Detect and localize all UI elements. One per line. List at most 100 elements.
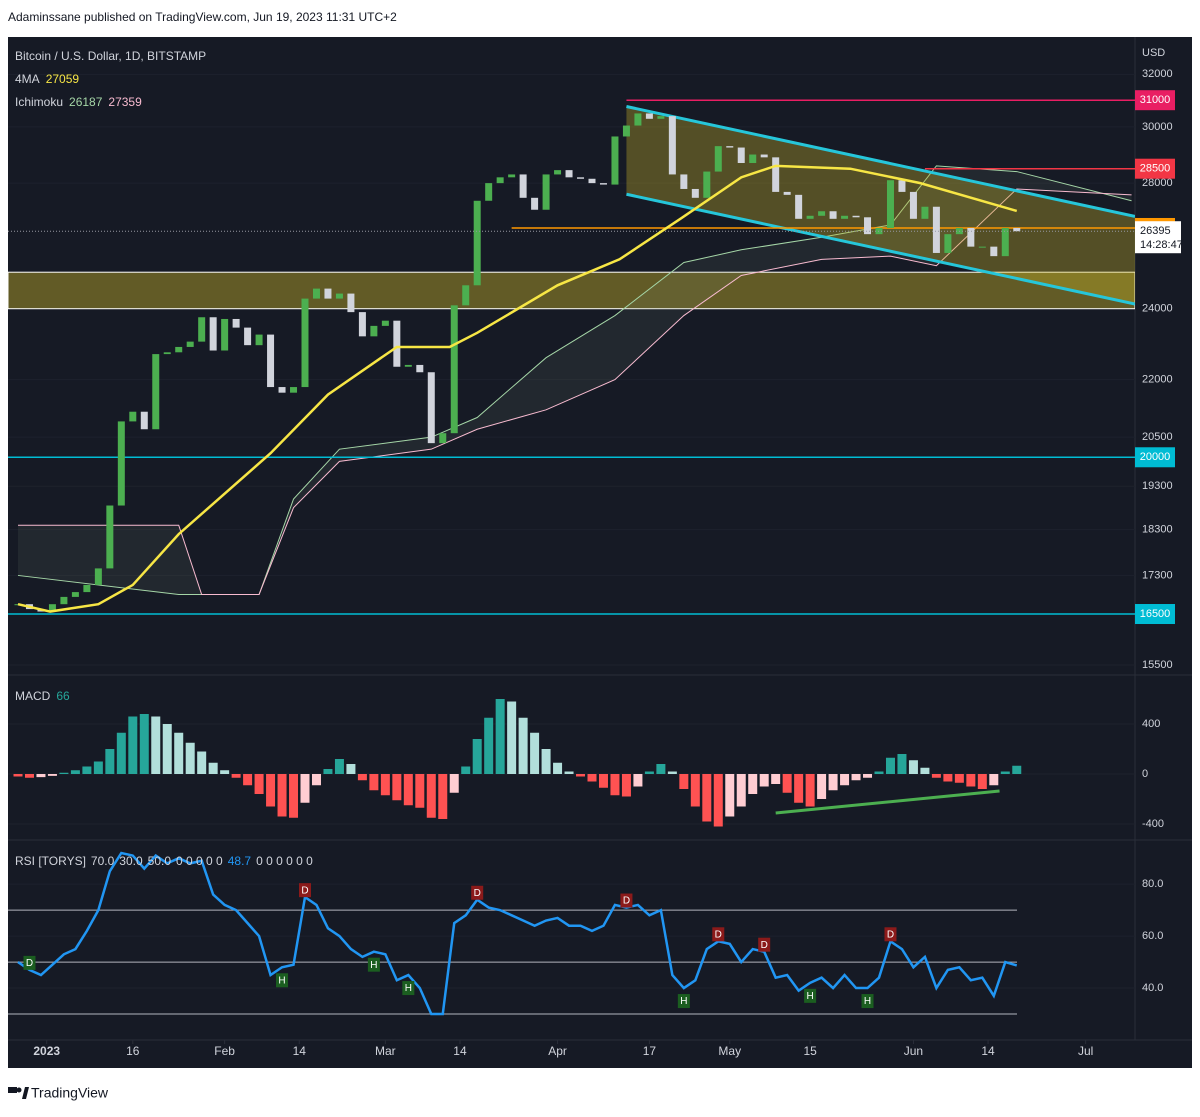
x-tick-label: 14: [293, 1044, 307, 1058]
candle: [324, 288, 332, 299]
candle: [117, 421, 125, 506]
y-tick-label: 400: [1142, 718, 1160, 730]
macd-bar: [530, 732, 540, 774]
price-tag: [1135, 221, 1181, 254]
candle: [611, 136, 619, 185]
chart-title: Bitcoin / U.S. Dollar, 1D, BITSTAMP: [15, 49, 206, 63]
rsi-signal: [861, 994, 874, 1009]
y-tick-label: 0: [1142, 768, 1148, 780]
macd-bar: [162, 724, 172, 774]
candle: [577, 177, 585, 179]
rsi-signal: [677, 994, 690, 1009]
candle: [726, 146, 734, 148]
macd-bar: [334, 759, 344, 774]
candle: [864, 217, 872, 235]
macd-bar: [920, 767, 930, 774]
rsi-signal: [402, 981, 415, 996]
rsi-signal-label: D: [301, 885, 308, 896]
ichimoku-cloud: [18, 165, 1132, 595]
candle: [554, 170, 562, 175]
channel-line: [626, 192, 1135, 306]
candle: [496, 177, 504, 184]
y-tick-label: -400: [1142, 818, 1164, 830]
candle: [990, 246, 998, 257]
rsi-signal-label: H: [680, 996, 687, 1007]
macd-bar: [863, 774, 873, 778]
rsi-signal: [367, 957, 380, 972]
ichimoku-name: Ichimoku: [15, 95, 63, 109]
rsi-signal-label: D: [715, 929, 722, 940]
candle: [267, 334, 275, 388]
published-note: Adaminssane published on TradingView.com…: [8, 10, 397, 24]
macd-bar: [782, 774, 792, 793]
candle: [978, 246, 986, 248]
macd-bar: [380, 774, 390, 796]
x-tick-label: 15: [803, 1044, 817, 1058]
rsi-signal-label: D: [623, 896, 630, 907]
macd-bar: [817, 774, 827, 799]
rsi-signal: [299, 883, 311, 898]
rsi-signal-label: D: [761, 940, 768, 951]
macd-bar: [931, 774, 941, 778]
candle: [106, 505, 114, 569]
macd-bar: [702, 774, 712, 822]
macd-bar: [449, 774, 459, 793]
candle: [60, 596, 68, 605]
candle: [175, 346, 183, 353]
candle: [519, 174, 527, 198]
macd-bar: [24, 774, 34, 778]
macd-bar: [885, 757, 895, 774]
rsi-signal-label: H: [405, 983, 412, 994]
x-tick-label: May: [718, 1044, 741, 1058]
price-pane: [8, 73, 1135, 666]
rsi-name: RSI [TORYS]: [15, 854, 86, 868]
candle: [749, 154, 757, 164]
macd-bar: [369, 774, 379, 791]
candle: [83, 584, 91, 593]
rsi-signal: [620, 893, 633, 908]
y-tick-label: 28000: [1142, 177, 1173, 189]
macd-bar: [966, 774, 976, 787]
candle: [795, 194, 803, 219]
rsi-legend: RSI [TORYS] 70.0 30.0 50.0 0 0 0 0 0 48.7 0 0 …: [15, 854, 313, 868]
macd-bar: [828, 774, 838, 791]
macd-bar: [874, 771, 884, 774]
macd-bar: [621, 774, 631, 797]
macd-bar: [771, 774, 781, 784]
candle: [1013, 227, 1021, 232]
macd-bar: [989, 774, 999, 786]
macd-bar: [553, 762, 563, 774]
x-tick-label: 14: [981, 1044, 995, 1058]
price-label: 26395: [1140, 225, 1171, 237]
candle: [680, 174, 688, 189]
y-tick-label: 18300: [1142, 524, 1173, 536]
macd-bar: [254, 774, 264, 794]
y-tick-label: 40.0: [1142, 982, 1163, 994]
candle: [198, 317, 206, 342]
ichimoku-a: 26187: [69, 95, 103, 109]
candle: [71, 592, 79, 597]
candle: [278, 387, 286, 393]
candle: [404, 364, 412, 367]
candle: [140, 411, 148, 430]
x-tick-label: Jul: [1078, 1044, 1093, 1058]
y-tick-label: 80.0: [1142, 878, 1163, 890]
macd-bar: [151, 716, 161, 774]
currency-label: USD: [1142, 47, 1165, 59]
rsi-signal: [712, 927, 725, 942]
candle: [818, 211, 826, 216]
macd-legend: MACD 66: [15, 689, 70, 703]
macd-bar: [679, 774, 689, 789]
candle: [221, 318, 229, 351]
rsi-line: [17, 851, 1018, 1016]
level-label: 31000: [1140, 94, 1171, 106]
candle: [886, 180, 894, 228]
candle: [783, 191, 791, 195]
candle: [186, 341, 194, 347]
x-tick-label: Mar: [375, 1044, 396, 1058]
level-tag: [1135, 158, 1175, 179]
candle: [450, 305, 458, 434]
macd-bar: [541, 749, 551, 774]
macd-bar: [495, 699, 505, 774]
footer-logo: [8, 1087, 29, 1099]
